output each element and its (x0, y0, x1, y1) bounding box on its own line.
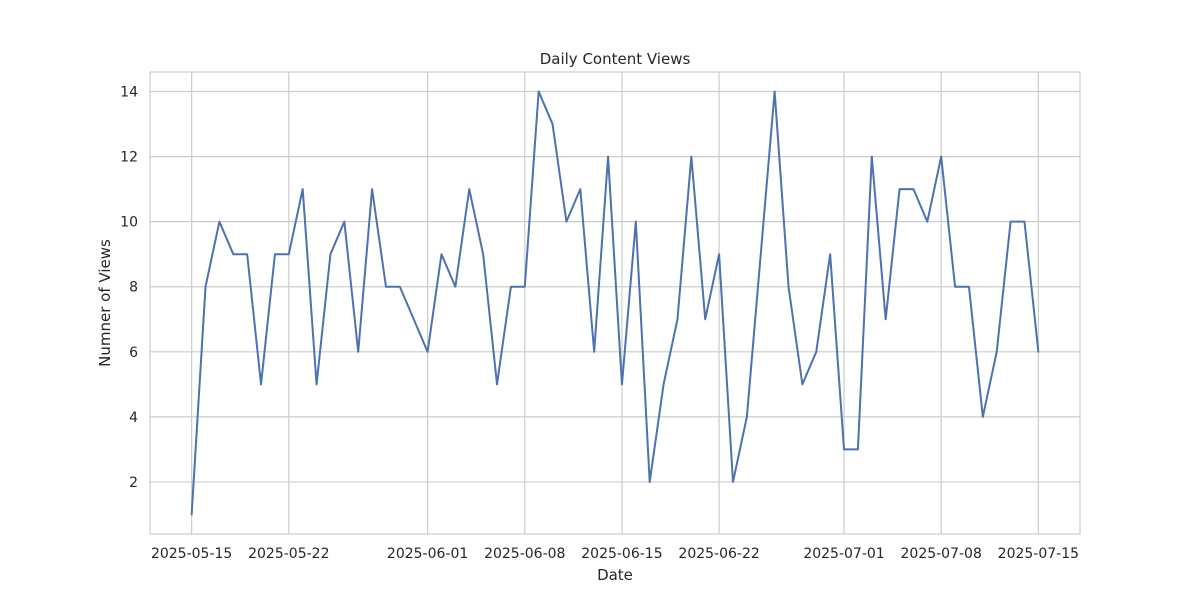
y-tick-label: 8 (129, 280, 138, 296)
series-layer (192, 92, 1039, 515)
plot-area-border (150, 72, 1080, 534)
x-tick-label: 2025-06-01 (387, 546, 468, 562)
x-tick-label: 2025-05-22 (248, 546, 329, 562)
y-tick-label: 12 (120, 150, 138, 166)
y-axis-ticks: 2 4 6 8 10 12 14 (120, 85, 138, 491)
y-tick-label: 10 (120, 215, 138, 231)
grid (150, 72, 1080, 534)
y-tick-label: 2 (129, 475, 138, 491)
y-axis-label: Numner of Views (96, 239, 114, 367)
x-axis-ticks: 2025-05-15 2025-05-22 2025-06-01 2025-06-08… (151, 546, 1079, 562)
series-line-0 (192, 92, 1039, 515)
x-tick-label: 2025-07-08 (901, 546, 982, 562)
x-tick-label: 2025-07-15 (998, 546, 1079, 562)
x-axis-label: Date (597, 566, 633, 584)
x-tick-label: 2025-06-22 (678, 546, 759, 562)
y-tick-label: 6 (129, 345, 138, 361)
x-tick-label: 2025-07-01 (803, 546, 884, 562)
y-tick-label: 4 (129, 410, 138, 426)
x-tick-label: 2025-06-08 (484, 546, 565, 562)
x-tick-label: 2025-05-15 (151, 546, 232, 562)
y-tick-label: 14 (120, 85, 138, 101)
x-tick-label: 2025-06-15 (581, 546, 662, 562)
chart-title: Daily Content Views (540, 50, 691, 68)
